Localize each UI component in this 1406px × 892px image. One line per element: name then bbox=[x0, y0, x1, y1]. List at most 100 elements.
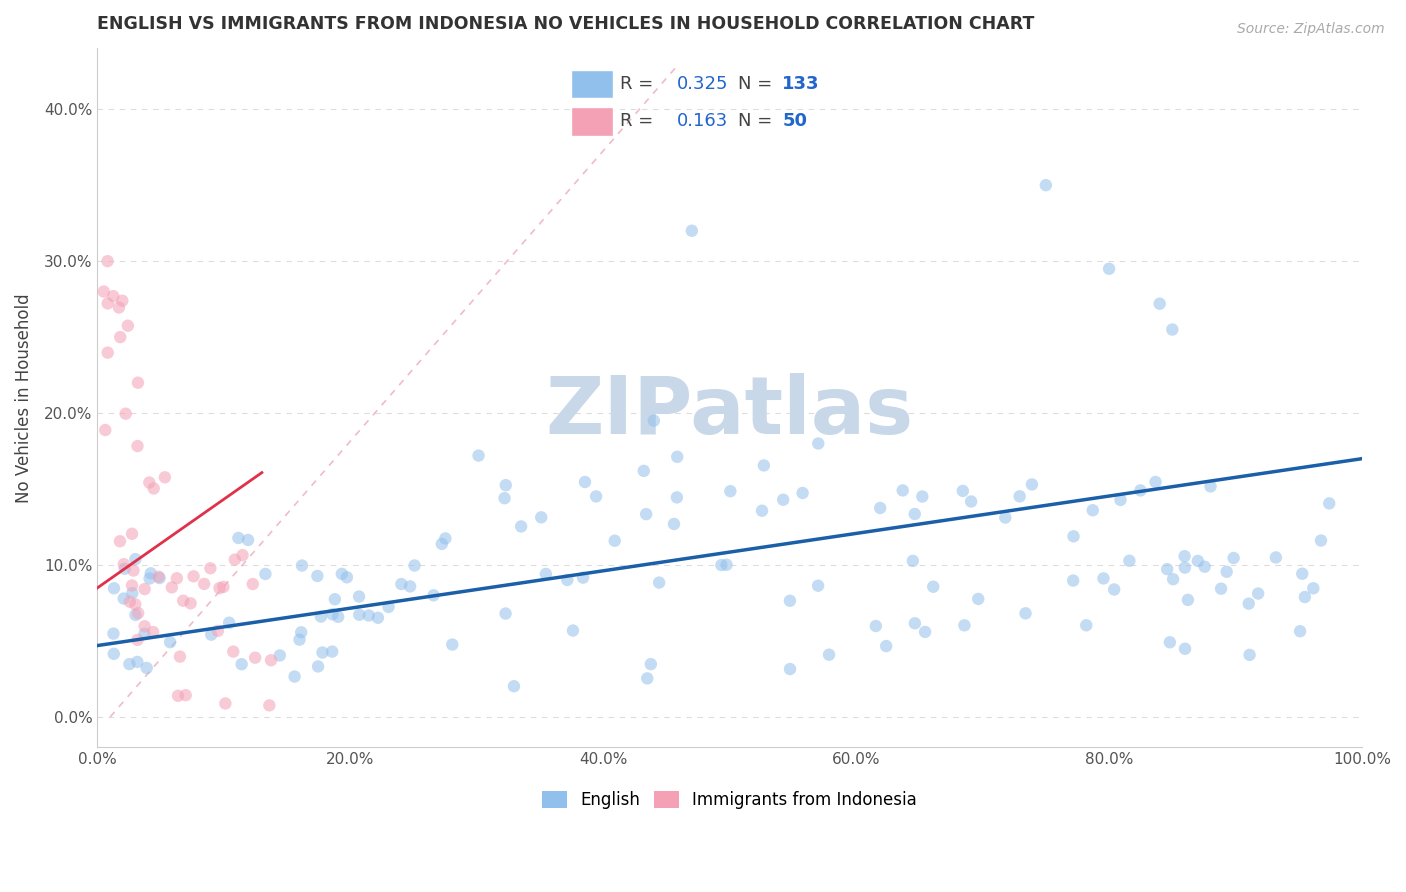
Point bbox=[389, 577, 412, 591]
Point bbox=[103, 581, 125, 595]
Point bbox=[321, 644, 343, 658]
Point bbox=[328, 609, 350, 624]
Point bbox=[494, 491, 516, 506]
Point bbox=[922, 580, 945, 594]
Point bbox=[1294, 590, 1316, 604]
Point bbox=[865, 619, 887, 633]
Point bbox=[967, 591, 990, 606]
Point bbox=[901, 554, 924, 568]
Point bbox=[127, 655, 149, 669]
Point bbox=[1174, 560, 1197, 574]
Point bbox=[269, 648, 291, 663]
Point bbox=[169, 649, 191, 664]
Point bbox=[288, 632, 311, 647]
Point bbox=[260, 653, 283, 667]
Point bbox=[377, 599, 399, 614]
Point bbox=[875, 639, 897, 653]
Point bbox=[495, 607, 517, 621]
Point bbox=[1215, 565, 1237, 579]
Point bbox=[904, 616, 927, 631]
Point bbox=[367, 611, 389, 625]
Point bbox=[665, 491, 688, 505]
Point bbox=[399, 579, 422, 593]
Point bbox=[1021, 477, 1043, 491]
Point bbox=[792, 486, 814, 500]
Point bbox=[110, 330, 132, 344]
Point bbox=[716, 558, 738, 572]
Point bbox=[97, 345, 120, 359]
Point bbox=[108, 534, 131, 549]
Point bbox=[1008, 489, 1031, 503]
Point bbox=[97, 254, 120, 268]
Point bbox=[1247, 586, 1270, 600]
Point bbox=[585, 490, 607, 504]
Point bbox=[1081, 503, 1104, 517]
Point bbox=[291, 558, 314, 573]
Point bbox=[94, 423, 117, 437]
Point bbox=[307, 569, 329, 583]
Point bbox=[572, 571, 595, 585]
Point bbox=[1174, 641, 1197, 656]
Point bbox=[1209, 582, 1232, 596]
Point bbox=[127, 439, 149, 453]
Point bbox=[214, 697, 236, 711]
Point bbox=[121, 578, 143, 592]
Point bbox=[1035, 178, 1057, 193]
Point bbox=[124, 598, 146, 612]
Point bbox=[1302, 582, 1324, 596]
Point bbox=[193, 577, 215, 591]
Point bbox=[574, 475, 596, 489]
Point bbox=[1076, 618, 1098, 632]
Point bbox=[114, 562, 136, 576]
Point bbox=[160, 581, 183, 595]
Point bbox=[121, 526, 143, 541]
Point bbox=[914, 624, 936, 639]
Point bbox=[236, 533, 259, 547]
Point bbox=[121, 586, 143, 600]
Point bbox=[495, 478, 517, 492]
Point bbox=[284, 669, 307, 683]
Point bbox=[357, 608, 380, 623]
Point bbox=[807, 436, 830, 450]
Point bbox=[1239, 648, 1261, 662]
Point bbox=[135, 661, 157, 675]
Point bbox=[1098, 261, 1121, 276]
Point bbox=[869, 500, 891, 515]
Point bbox=[127, 606, 149, 620]
Point bbox=[636, 672, 658, 686]
Point bbox=[200, 628, 222, 642]
Point bbox=[643, 414, 665, 428]
Point bbox=[232, 548, 254, 562]
Point bbox=[118, 657, 141, 672]
Y-axis label: No Vehicles in Household: No Vehicles in Household bbox=[15, 293, 32, 503]
Point bbox=[309, 609, 332, 624]
Point bbox=[228, 531, 250, 545]
Point bbox=[207, 624, 229, 638]
Point bbox=[1129, 483, 1152, 498]
Point bbox=[242, 577, 264, 591]
Point bbox=[167, 689, 190, 703]
Point bbox=[779, 593, 801, 607]
Point bbox=[662, 516, 685, 531]
Point bbox=[434, 532, 457, 546]
Point bbox=[1109, 492, 1132, 507]
Point bbox=[666, 450, 689, 464]
Point bbox=[134, 582, 156, 596]
Point bbox=[117, 318, 139, 333]
Point bbox=[166, 571, 188, 585]
Point bbox=[259, 698, 281, 713]
Point bbox=[307, 659, 329, 673]
Point bbox=[960, 494, 983, 508]
Point bbox=[323, 592, 346, 607]
Point bbox=[710, 558, 733, 572]
Point bbox=[103, 647, 125, 661]
Point bbox=[1156, 562, 1178, 576]
Point bbox=[1237, 597, 1260, 611]
Point bbox=[430, 537, 453, 551]
Point bbox=[904, 507, 927, 521]
Point bbox=[530, 510, 553, 524]
Point bbox=[127, 376, 149, 390]
Point bbox=[183, 569, 205, 583]
Point bbox=[159, 635, 181, 649]
Point bbox=[772, 492, 794, 507]
